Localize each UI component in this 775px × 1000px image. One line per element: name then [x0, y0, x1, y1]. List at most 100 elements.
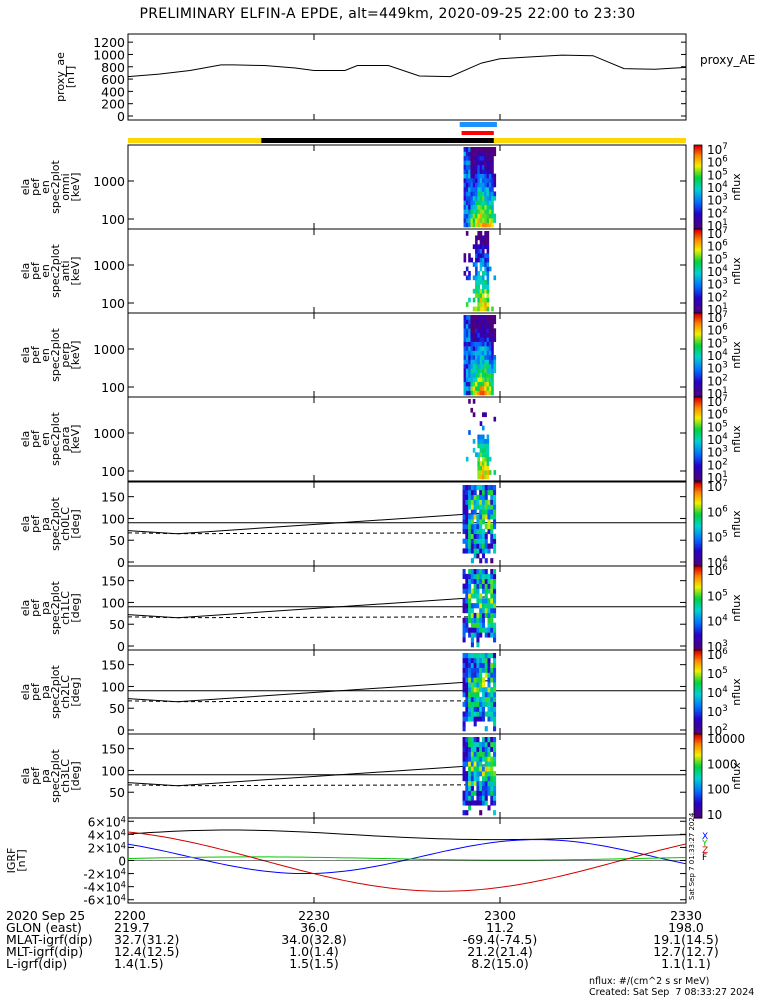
colorbar-segment	[694, 774, 702, 777]
colorbar-segment	[694, 415, 702, 418]
colorbar-segment	[694, 771, 702, 774]
spectro-y-tick-label: 100	[101, 380, 125, 395]
pa-cell	[487, 741, 491, 748]
pa-cell	[465, 682, 469, 688]
pa-cell	[468, 608, 472, 614]
spectro-cell	[463, 187, 467, 192]
spectro-cell	[468, 319, 471, 325]
spectro-cell	[486, 293, 490, 298]
spectro-cell	[479, 253, 483, 258]
spectro-cell	[475, 350, 478, 356]
pa-cell	[490, 617, 494, 623]
spectro-cell	[486, 151, 490, 157]
colorbar-segment	[694, 766, 702, 769]
pa-cell	[473, 509, 477, 515]
pa-cell	[462, 608, 466, 614]
pa-cell	[490, 538, 494, 544]
spectro-cell	[484, 377, 487, 382]
pa-cell	[462, 485, 466, 491]
pa-cell	[493, 721, 497, 727]
spectro-cell	[463, 191, 467, 197]
pa-cell	[465, 583, 469, 589]
spectro-cell	[481, 191, 485, 197]
colorbar-segment	[694, 331, 702, 334]
colorbar-segment	[694, 671, 702, 673]
pa-cell	[487, 776, 491, 782]
igrf-legend-f: F	[702, 853, 707, 863]
spectro-cell	[479, 302, 483, 307]
spectro-cell	[465, 381, 469, 387]
colorbar-segment	[694, 157, 702, 160]
colorbar-segment	[694, 787, 702, 790]
pa-cell	[487, 514, 491, 520]
pa-cell	[490, 716, 494, 722]
spectro-cell	[475, 284, 478, 290]
pa-cell	[481, 795, 486, 801]
colorbar-segment	[694, 791, 702, 794]
pa-cell	[490, 608, 494, 614]
pa-cell	[470, 603, 474, 609]
colorbar-segment	[694, 512, 702, 515]
spectro-cell	[465, 218, 469, 223]
colorbar-segment	[694, 173, 702, 175]
spectro-cell	[465, 275, 469, 281]
pa-cell	[493, 687, 497, 693]
spectro-cell	[481, 447, 485, 453]
colorbar-tick-label: 102	[707, 373, 728, 388]
spectro-cell	[484, 465, 487, 471]
colorbar-segment	[694, 575, 702, 578]
pa-cell	[476, 598, 480, 604]
pa-cell	[468, 706, 472, 712]
spectro-cell	[481, 302, 485, 307]
colorbar-segment	[694, 247, 702, 250]
spectro-cell	[488, 390, 492, 396]
spectro-cell	[486, 386, 490, 391]
colorbar-segment	[694, 724, 702, 727]
spectro-cell	[470, 377, 474, 382]
colorbar-segment	[694, 259, 702, 262]
spectro-ylabel-para-line: en	[39, 432, 52, 446]
spectro-cell	[491, 155, 494, 161]
pa-cell	[479, 528, 483, 535]
pa-cell	[493, 751, 497, 757]
spectro-cell	[470, 218, 474, 223]
colorbar-segment	[694, 374, 702, 377]
colorbar-segment	[694, 538, 702, 540]
colorbar-segment	[694, 299, 702, 301]
spectro-cell	[479, 235, 483, 241]
pa-cell	[473, 790, 477, 796]
spectro-cell	[468, 386, 471, 391]
pa-cell	[487, 598, 491, 604]
colorbar-segment	[694, 324, 702, 327]
pa-cell	[468, 538, 472, 544]
spectro-cell	[479, 474, 483, 480]
pa-cell	[490, 489, 494, 496]
spectro-cell	[468, 253, 471, 258]
colorbar-segment	[694, 447, 702, 450]
colorbar-segment	[694, 352, 702, 355]
pa-ylabel-ch1LC-line: spec2plot	[49, 581, 62, 635]
pa-cell	[462, 776, 466, 782]
spectro-cell	[481, 461, 485, 466]
colorbar-segment	[694, 587, 702, 589]
pa-cell	[473, 528, 477, 535]
colorbar-tick-label: 100	[707, 783, 730, 797]
colorbar-segment	[694, 568, 702, 571]
pa-cell	[484, 543, 488, 549]
spectro-cell	[488, 456, 492, 462]
pa-cell	[468, 499, 472, 505]
pa-cell	[470, 751, 474, 757]
spectro-ylabel-anti-line: ela	[19, 263, 32, 280]
table-value: 1.5(1.5)	[289, 956, 339, 971]
pa-cell	[476, 795, 480, 801]
colorbar-segment	[694, 792, 702, 795]
spectro-cell	[484, 306, 487, 312]
spectro-cell	[470, 200, 474, 206]
colorbar-segment	[694, 609, 702, 612]
pa-cell	[473, 578, 477, 584]
spectro-cell	[475, 262, 478, 267]
spectro-cell	[472, 372, 476, 378]
colorbar-segment	[694, 640, 702, 643]
colorbar-segment	[694, 489, 702, 491]
pa-cell	[470, 780, 474, 787]
